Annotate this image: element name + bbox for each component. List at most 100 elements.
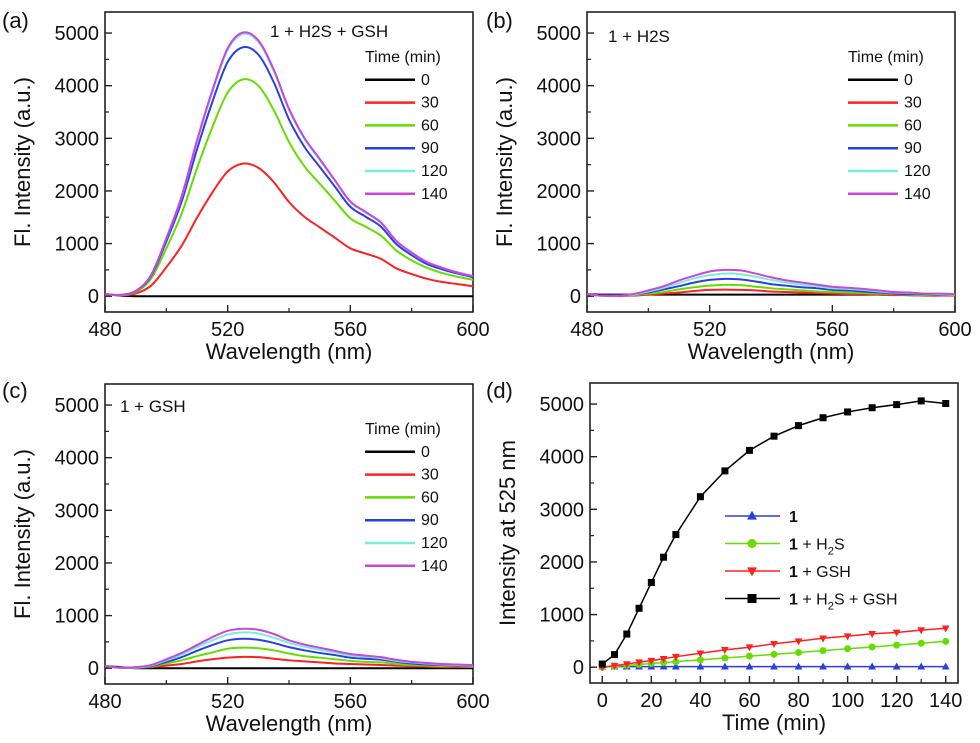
data-point-triangle-down (745, 644, 754, 652)
series-line-140 (587, 268, 955, 297)
data-point-square (647, 578, 655, 586)
data-point-circle (795, 648, 803, 656)
panel-title: 1 + H2S (608, 27, 670, 46)
legend-label: 90 (421, 512, 439, 529)
y-tick-label: 2000 (537, 181, 582, 203)
data-point-triangle-up (917, 662, 926, 670)
x-tick-label: 100 (831, 690, 864, 712)
data-point-triangle-down (843, 633, 852, 641)
legend-label: 1 + H2S (789, 537, 845, 558)
series-line-90 (587, 277, 955, 297)
series-line-60 (105, 78, 473, 297)
data-point-square (917, 397, 925, 405)
x-tick-label: 560 (334, 691, 367, 713)
x-tick-label: 520 (693, 319, 726, 341)
legend-label: 30 (421, 467, 439, 484)
data-point-triangle-up (941, 662, 950, 670)
x-tick-label: 600 (456, 319, 489, 341)
series-line-1-H2S-GSH (601, 400, 946, 665)
y-tick-label: 1000 (537, 234, 582, 256)
panel-label: (d) (486, 378, 513, 403)
y-tick-label: 5000 (55, 23, 100, 45)
x-tick-label: 480 (88, 319, 121, 341)
series-line-0 (105, 293, 473, 298)
legend-label: 120 (421, 535, 448, 552)
legend-title: Time (min) (365, 421, 441, 438)
data-point-circle (942, 637, 950, 645)
data-point-square (819, 414, 827, 422)
data-point-circle (844, 645, 852, 653)
y-axis-label: Fl. Intensity (a.u.) (10, 77, 35, 247)
y-tick-label: 4000 (537, 76, 582, 98)
data-point-circle (721, 654, 729, 662)
x-tick-label: 480 (88, 691, 121, 713)
legend-title: Time (min) (365, 49, 441, 66)
legend-label: 1 + GSH (789, 564, 851, 581)
data-point-circle (696, 656, 704, 664)
data-point-circle (819, 647, 827, 655)
y-tick-label: 1000 (540, 605, 585, 627)
y-tick-label: 2000 (540, 552, 585, 574)
x-tick-label: 40 (689, 690, 711, 712)
data-point-square (942, 400, 950, 408)
data-point-square (745, 446, 753, 454)
series-group (598, 397, 950, 672)
panel-label: (c) (2, 378, 28, 403)
data-point-triangle-up (892, 662, 901, 670)
data-point-circle (893, 641, 901, 649)
series-line-0 (105, 665, 473, 670)
legend-label: 0 (904, 72, 913, 89)
y-tick-label: 5000 (55, 395, 100, 417)
data-point-circle (672, 658, 680, 666)
data-point-circle (770, 650, 778, 658)
y-tick-label: 4000 (55, 76, 100, 98)
data-point-square (770, 432, 778, 440)
data-point-triangle-up (843, 662, 852, 670)
panel-label: (b) (486, 8, 513, 33)
data-point-circle (745, 652, 753, 660)
series-line-30 (105, 162, 473, 297)
x-tick-label: 520 (211, 319, 244, 341)
panel-title: 1 + GSH (120, 397, 186, 416)
data-point-triangle-down (635, 659, 643, 667)
data-point-square (747, 594, 757, 603)
data-point-triangle-down (721, 647, 729, 655)
y-tick-label: 1000 (55, 606, 100, 628)
data-point-triangle-down (659, 655, 668, 663)
x-tick-label: 140 (929, 690, 962, 712)
y-tick-label: 0 (88, 286, 99, 308)
y-tick-label: 3000 (540, 499, 585, 521)
legend-title: Time (min) (848, 49, 924, 66)
data-point-triangle-down (622, 661, 631, 669)
y-tick-label: 3000 (537, 128, 582, 150)
data-point-triangle-down (696, 650, 705, 658)
x-tick-label: 520 (211, 691, 244, 713)
legend-label: 0 (421, 444, 430, 461)
data-point-square (598, 660, 606, 668)
data-point-square (635, 604, 643, 612)
y-tick-label: 0 (573, 657, 584, 679)
data-point-triangle-down (794, 638, 803, 646)
data-point-square (696, 493, 704, 501)
y-tick-label: 3000 (55, 500, 100, 522)
legend-label: 120 (904, 163, 931, 180)
data-point-triangle-down (770, 640, 778, 648)
y-tick-label: 4000 (540, 447, 585, 469)
y-tick-label: 5000 (540, 394, 585, 416)
data-point-triangle-up (819, 662, 827, 670)
data-point-triangle-up (721, 662, 729, 670)
data-point-square (623, 630, 631, 638)
data-point-triangle-up (672, 662, 680, 670)
legend-label: 1 + H2S + GSH (789, 592, 898, 613)
series-line-90 (105, 637, 473, 669)
legend-label: 140 (904, 186, 931, 203)
y-tick-label: 2000 (55, 553, 100, 575)
data-point-square (893, 401, 901, 409)
y-tick-label: 3000 (55, 128, 100, 150)
series-line-30 (587, 288, 955, 297)
data-point-triangle-down (747, 567, 757, 577)
data-point-triangle-up (747, 510, 757, 520)
x-axis-label: Time (min) (722, 710, 826, 735)
